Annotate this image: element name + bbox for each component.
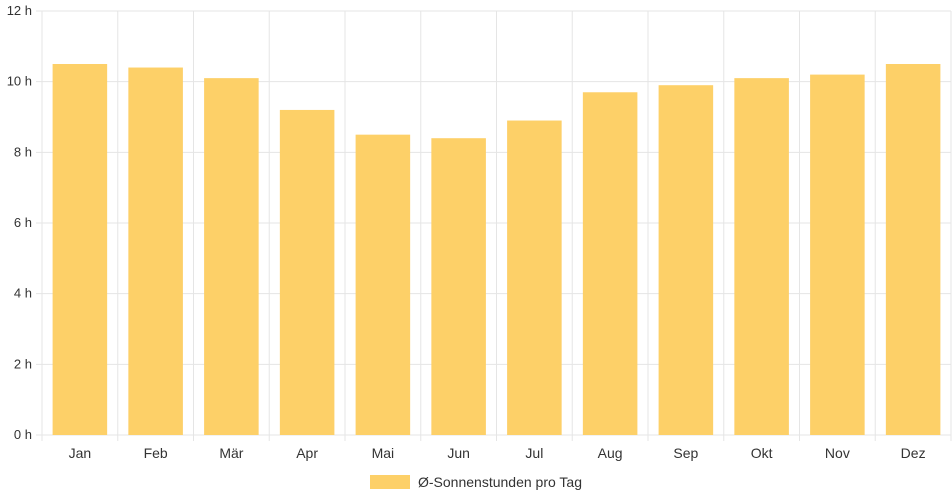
x-tick-label: Dez — [901, 445, 926, 461]
x-tick-label: Nov — [825, 445, 850, 461]
x-tick-label: Sep — [673, 445, 698, 461]
x-tick-label: Okt — [751, 445, 773, 461]
y-tick-label: 2 h — [14, 356, 32, 371]
x-tick-label: Jul — [525, 445, 543, 461]
bar-Aug[interactable] — [582, 92, 638, 436]
legend-label: Ø-Sonnenstunden pro Tag — [418, 474, 582, 490]
y-tick-label: 8 h — [14, 144, 32, 159]
legend-swatch — [370, 475, 410, 489]
x-tick-label: Apr — [296, 445, 318, 461]
x-tick-label: Jan — [69, 445, 92, 461]
x-tick-label: Jun — [447, 445, 470, 461]
x-tick-label: Aug — [598, 445, 623, 461]
y-tick-label: 4 h — [14, 286, 32, 301]
bar-Jun[interactable] — [431, 138, 486, 435]
bar-Jan[interactable] — [52, 64, 108, 435]
bar-Dez[interactable] — [885, 64, 941, 435]
x-tick-label: Mai — [372, 445, 395, 461]
x-axis: Jan Feb Mär Apr Mai Jun Jul Aug Sep Okt Nov Dez — [69, 445, 926, 461]
bar-Feb[interactable] — [128, 67, 183, 436]
legend[interactable]: Ø-Sonnenstunden pro Tag — [370, 472, 582, 492]
bar-Mär[interactable] — [204, 78, 259, 435]
bar-Okt[interactable] — [734, 78, 789, 435]
x-tick-label: Mär — [219, 445, 243, 461]
y-axis: 0 h 2 h 4 h 6 h 8 h 10 h 12 h — [7, 3, 32, 442]
grid-lines — [36, 10, 952, 441]
y-tick-label: 6 h — [14, 215, 32, 230]
bar-Mai[interactable] — [355, 134, 411, 435]
bar-Nov[interactable] — [810, 74, 865, 435]
y-tick-label: 12 h — [7, 3, 32, 18]
bar-Sep[interactable] — [658, 85, 714, 435]
bar-Jul[interactable] — [507, 120, 562, 436]
y-tick-label: 10 h — [7, 74, 32, 89]
bars-group — [52, 64, 941, 436]
x-tick-label: Feb — [144, 445, 168, 461]
bar-Apr[interactable] — [279, 109, 335, 435]
y-tick-label: 0 h — [14, 427, 32, 442]
